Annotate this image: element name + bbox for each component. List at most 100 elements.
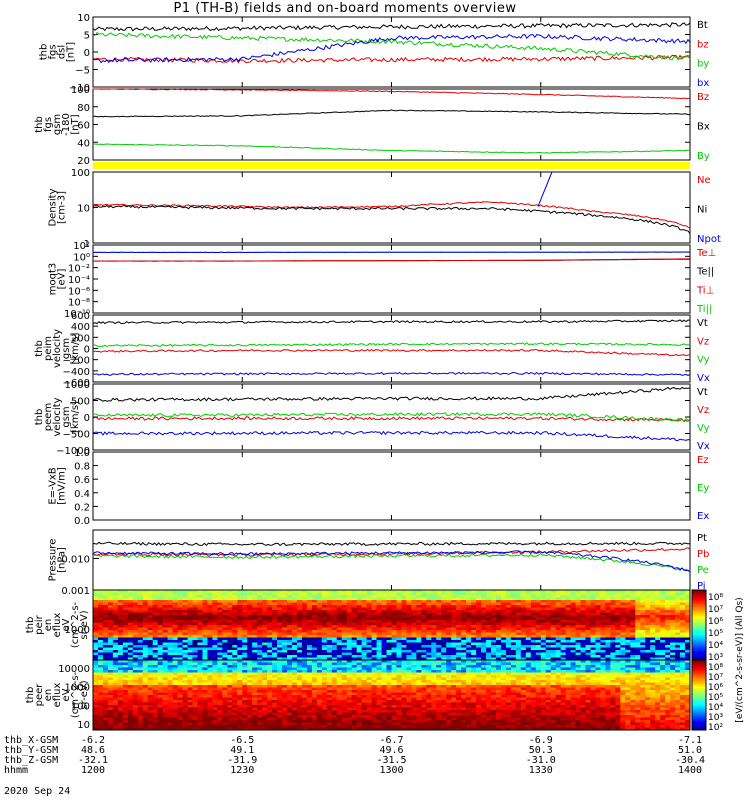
ylabel-pressure-line: [nPa] [57, 547, 68, 573]
y-tick-label: 100 [71, 85, 90, 96]
ylabel-peir-line: (cm^2-s- [70, 601, 81, 648]
legend-density-0: Ne [697, 175, 711, 186]
ylabel-peer-line: peer [34, 683, 45, 707]
y-tick-label: −1000 [56, 446, 90, 457]
ephem-value: -6.9 [528, 735, 553, 746]
panel-fgs_gsm [92, 88, 691, 161]
y-tick-label: 0 [84, 345, 90, 356]
legend-peem_velocity-2: Vy [697, 423, 710, 434]
ylabel-fgs_gsm-line: gsm [52, 114, 63, 135]
ylabel-peir-line: eflux [52, 613, 63, 638]
legend-density-1: Ni [697, 205, 707, 216]
ephem-value: -32.1 [77, 755, 109, 766]
colorbar-tick: 10⁵ [708, 629, 723, 639]
y-tick-label: 200 [71, 333, 90, 344]
colorbar-tick: 10⁵ [708, 693, 723, 703]
legend-fgs_dsl-2: by [697, 59, 709, 70]
y-tick-label: 0.8 [74, 462, 90, 473]
series-Vx [92, 430, 691, 442]
legend-fgs_gsm-0: Bz [697, 92, 709, 103]
colorbar-tick: 10⁸ [708, 593, 723, 603]
ylabel-peim_velocity-line: peim [43, 336, 54, 361]
series-Npot [537, 171, 553, 207]
y-tick-label: 0.0 [74, 516, 90, 527]
colorbar-frame [691, 659, 707, 731]
y-tick-label: 100 [71, 168, 90, 179]
legend-peem_velocity-0: Vt [697, 387, 708, 398]
ylabel-peem_velocity-line: [km/s] [70, 401, 81, 433]
ephem-label: thb_Z-GSM [4, 755, 59, 766]
legend-pressure-2: Pe [697, 565, 709, 576]
y-tick-label: 10 [77, 720, 90, 731]
y-tick-label: −600 [63, 378, 90, 389]
colorbar-tick: 10² [708, 723, 723, 733]
ephem-value: -6.2 [80, 735, 106, 746]
y-tick-label: 10⁻⁸ [68, 298, 90, 309]
y-tick-label: −500 [63, 430, 90, 441]
series-by [92, 31, 691, 61]
series-Vy [92, 412, 691, 422]
legend-fgs_dsl-3: bx [697, 78, 709, 89]
ylabel-peim_velocity-line: [km/s] [70, 332, 81, 364]
y-tick-label: 10⁰ [73, 252, 90, 263]
y-tick-label: 10 [77, 13, 90, 24]
y-tick-label: 0.010 [61, 554, 90, 565]
ephemeris-table: thb_X-GSM -6.2 -6.5 -6.7 -6.9 -7.1 thb_Y-GSM 48… [4, 735, 705, 776]
y-tick-label: 0.4 [74, 489, 90, 500]
panel-efield [92, 451, 691, 521]
ephem-value: 1330 [528, 765, 553, 776]
series-Pb [92, 547, 691, 557]
series-Vt [92, 319, 691, 325]
heatmap-frame [92, 659, 691, 731]
series-Bt [92, 22, 691, 32]
heatmap-peer [93, 660, 691, 731]
legend-pressure-1: Pb [697, 549, 709, 560]
ylabel-peem_velocity-line: velocity [52, 397, 63, 436]
series-bx [92, 33, 691, 64]
series-Vy [92, 342, 691, 348]
ylabel-fgs_dsl-line: thb [39, 44, 50, 61]
ylabel-peem_velocity-line: gsm [61, 406, 72, 427]
y-tick-label: 0 [84, 48, 90, 59]
y-tick-label: −10 [69, 83, 90, 94]
legend-efield-1: Ey [697, 483, 709, 494]
legend-fgs_gsm-1: Bx [697, 122, 710, 133]
series-Vt [92, 386, 691, 402]
panel-temperature [92, 244, 691, 314]
legend-temperature-0: Te⊥ [696, 248, 716, 259]
y-tick-label: 1.0 [74, 448, 90, 459]
series-bz [92, 54, 691, 64]
y-tick-label: 400 [71, 322, 90, 333]
ylabel-fgs_dsl-line: dsl [57, 45, 68, 59]
ylabel-peer-line: (cm^2-s- [70, 671, 81, 718]
ylabel-temperature-line: [eV] [57, 269, 68, 290]
ephem-label: thb_Y-GSM [4, 745, 59, 756]
legend-density-2: Npot [697, 234, 721, 245]
panel-peim_velocity [92, 314, 691, 383]
colorbar-tick: 10³ [708, 713, 723, 723]
legend-temperature-1: Te|| [696, 267, 714, 278]
ylabel-fgs_dsl-line: fgs [48, 44, 59, 59]
legend-temperature-3: Ti|| [696, 304, 712, 315]
legend-peem_velocity-1: Vz [697, 405, 709, 416]
y-tick-label: 10 [77, 204, 90, 215]
ylabel-density-line: Density [48, 188, 59, 226]
legend-fgs_dsl-1: bz [697, 39, 709, 50]
colorbar-label: [eV/(cm^2-s-sr-eV)] (All Qs) [735, 597, 745, 722]
series-Pt [92, 541, 691, 547]
ephem-row: thb_Z-GSM -32.1 -31.9 -31.5 -31.0 -30.4 [4, 755, 705, 766]
series-Bx [92, 109, 690, 118]
series-Bz [93, 88, 691, 100]
y-tick-label: −200 [63, 356, 90, 367]
y-tick-label: 600 [71, 311, 90, 322]
y-tick-label: −400 [63, 367, 90, 378]
ylabel-fgs_gsm-line: thb [34, 116, 45, 133]
ylabel-peer-line: eflux [52, 683, 63, 708]
y-tick-label: 10⁻⁴ [68, 275, 90, 286]
series-Pi [92, 550, 691, 573]
ephem-row: thb_Y-GSM 48.6 49.1 49.6 50.3 51.0 [4, 746, 704, 756]
y-tick-label: 1000 [65, 683, 90, 694]
colorbar-tick: 10⁴ [708, 703, 723, 713]
ylabel-efield-line: E=-VxB [48, 467, 59, 504]
y-tick-label: 40 [77, 138, 90, 149]
